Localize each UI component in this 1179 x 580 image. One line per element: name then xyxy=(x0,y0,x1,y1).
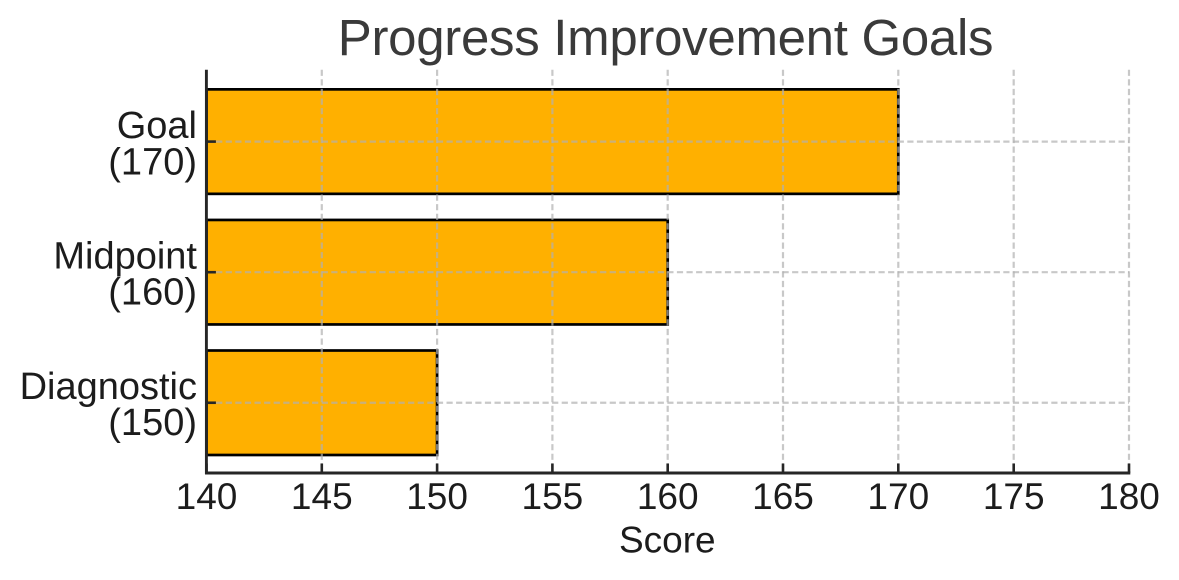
svg-text:Score: Score xyxy=(619,519,716,560)
svg-text:Goal: Goal xyxy=(117,105,197,147)
svg-text:150: 150 xyxy=(406,476,468,517)
svg-text:Midpoint: Midpoint xyxy=(53,236,197,278)
svg-text:145: 145 xyxy=(291,476,353,517)
svg-text:170: 170 xyxy=(867,476,929,517)
svg-text:(150): (150) xyxy=(108,402,197,444)
svg-text:(170): (170) xyxy=(108,141,197,183)
svg-text:165: 165 xyxy=(752,476,814,517)
svg-text:160: 160 xyxy=(637,476,699,517)
svg-text:Diagnostic: Diagnostic xyxy=(20,366,197,408)
svg-text:180: 180 xyxy=(1098,476,1160,517)
svg-text:140: 140 xyxy=(176,476,238,517)
svg-text:(160): (160) xyxy=(108,272,197,314)
svg-text:Progress Improvement Goals: Progress Improvement Goals xyxy=(338,9,993,66)
svg-text:155: 155 xyxy=(522,476,584,517)
svg-text:175: 175 xyxy=(983,476,1045,517)
